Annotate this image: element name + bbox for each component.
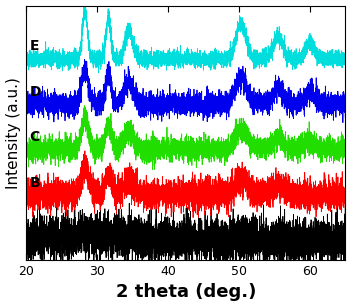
Y-axis label: Intensity (a.u.): Intensity (a.u.) — [6, 77, 21, 189]
Text: C: C — [29, 130, 40, 144]
Text: D: D — [29, 85, 41, 99]
Text: A: A — [29, 221, 40, 235]
Text: E: E — [29, 39, 39, 53]
X-axis label: 2 theta (deg.): 2 theta (deg.) — [115, 283, 256, 301]
Text: B: B — [29, 176, 40, 190]
